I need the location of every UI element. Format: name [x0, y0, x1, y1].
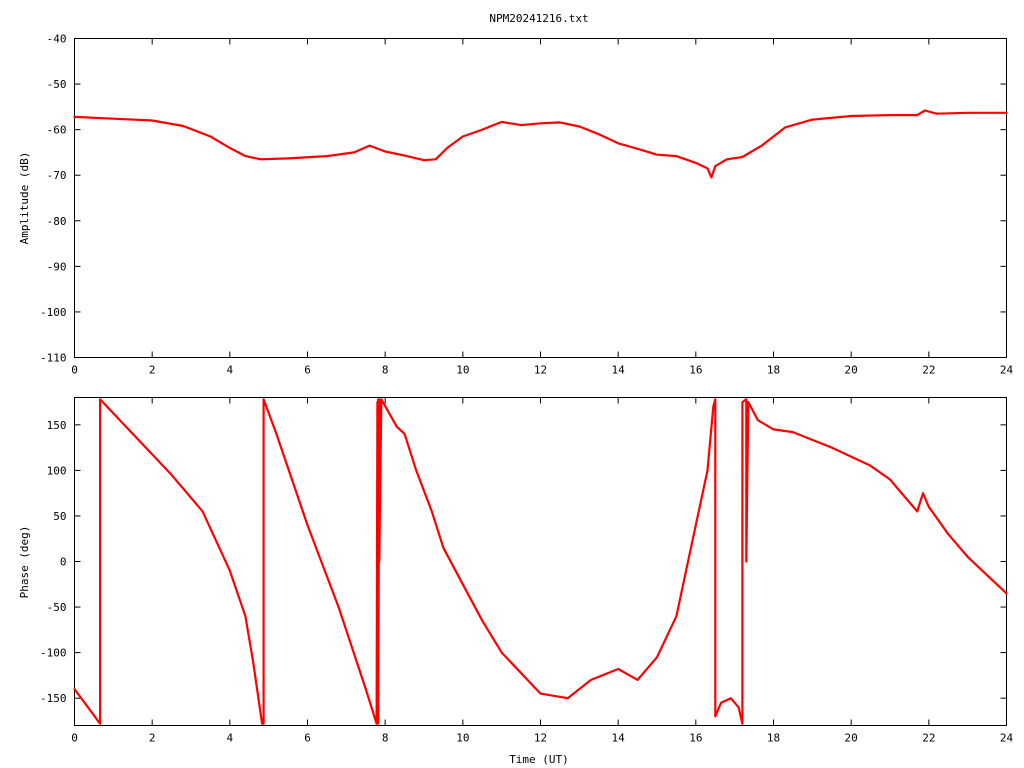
x-tick-label: 18 [767, 364, 780, 377]
y-tick-label: -100 [40, 647, 67, 660]
y-tick-label: -40 [47, 33, 67, 46]
amplitude-ticks [74, 38, 1007, 358]
x-tick-label: 18 [767, 732, 780, 745]
x-tick-label: 0 [71, 364, 78, 377]
x-tick-label: 20 [845, 732, 858, 745]
chart-title: NPM20241216.txt [489, 12, 588, 25]
phase-panel: 0 2 4 6 8 10 12 14 16 18 20 22 24150100500-50-100-15… [18, 397, 1013, 766]
y-tick-label: -60 [47, 124, 67, 137]
x-tick-label: 8 [382, 364, 389, 377]
y-tick-label: 150 [47, 419, 67, 432]
amplitude-tick-labels: 0 2 4 6 8 10 12 14 16 18 20 22 24-40-50-60-70-80-90-… [40, 33, 1013, 377]
x-tick-label: 2 [149, 364, 156, 377]
x-tick-label: 8 [382, 732, 389, 745]
phase-ticks [74, 397, 1007, 726]
y-tick-label: -150 [40, 692, 67, 705]
y-tick-label: -80 [47, 215, 67, 228]
x-tick-label: 24 [1000, 364, 1014, 377]
y-tick-label: -50 [47, 78, 67, 91]
x-tick-label: 12 [534, 732, 547, 745]
x-tick-label: 12 [534, 364, 547, 377]
x-axis-label: Time (UT) [509, 753, 569, 766]
x-tick-label: 4 [227, 732, 234, 745]
x-tick-label: 16 [689, 732, 702, 745]
x-tick-label: 10 [456, 364, 469, 377]
y-tick-label: -70 [47, 169, 67, 182]
x-tick-label: 2 [149, 732, 156, 745]
x-tick-label: 4 [227, 364, 234, 377]
y-tick-label: -90 [47, 260, 67, 273]
x-tick-label: 22 [922, 732, 935, 745]
x-tick-label: 6 [304, 364, 311, 377]
amplitude-panel: 0 2 4 6 8 10 12 14 16 18 20 22 24-40-50-60-70-80-90-… [18, 33, 1013, 377]
x-tick-label: 24 [1000, 732, 1014, 745]
amplitude-series-line [73, 109, 1008, 179]
phase-series-line [73, 398, 1008, 725]
amplitude-y-axis-label: Amplitude (dB) [18, 152, 31, 245]
y-tick-label: -50 [47, 601, 67, 614]
y-tick-label: 0 [60, 556, 67, 569]
y-tick-label: 50 [53, 510, 66, 523]
x-tick-label: 20 [845, 364, 858, 377]
x-tick-label: 16 [689, 364, 702, 377]
y-tick-label: -110 [40, 352, 67, 365]
x-tick-label: 14 [612, 364, 626, 377]
amplitude-plot-frame [74, 38, 1007, 358]
y-tick-label: 100 [47, 464, 67, 477]
x-tick-label: 10 [456, 732, 469, 745]
x-tick-label: 22 [922, 364, 935, 377]
phase-plot-frame [74, 397, 1007, 726]
phase-tick-labels: 0 2 4 6 8 10 12 14 16 18 20 22 24150100500-50-100-15… [40, 419, 1013, 745]
x-tick-label: 6 [304, 732, 311, 745]
x-tick-label: 14 [612, 732, 626, 745]
y-tick-label: -100 [40, 306, 67, 319]
x-tick-label: 0 [71, 732, 78, 745]
phase-y-axis-label: Phase (deg) [18, 526, 31, 599]
